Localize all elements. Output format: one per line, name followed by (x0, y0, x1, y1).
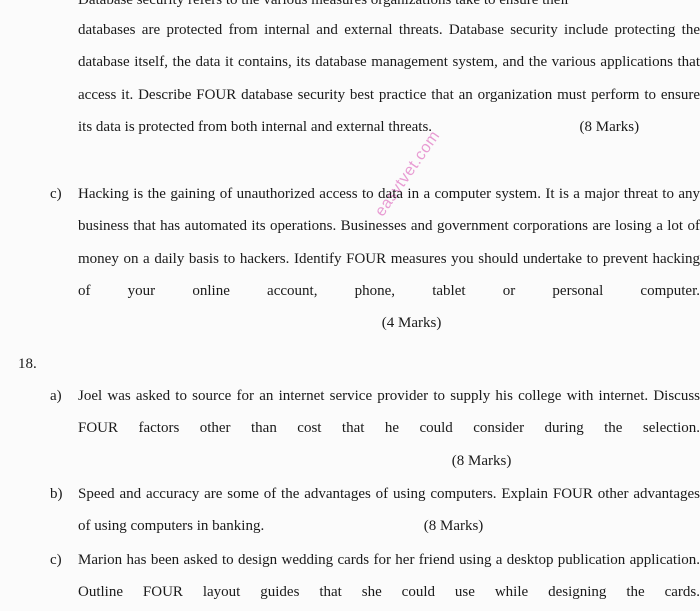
sub-label: b) (50, 478, 63, 510)
question-text-body: Speed and accuracy are some of the advan… (78, 478, 700, 543)
question-text: Hacking is the gaining of unauthorized a… (78, 186, 700, 299)
question-block: c) Hacking is the gaining of unauthorize… (0, 178, 700, 339)
sub-label: c) (50, 178, 62, 210)
marks-label: (8 Marks) (452, 445, 512, 477)
question-text-body: Marion has been asked to design wedding … (78, 544, 700, 611)
question-text: Speed and accuracy are some of the advan… (78, 486, 700, 534)
sub-label: c) (50, 544, 62, 576)
question-text-body: databases are protected from internal an… (78, 14, 700, 143)
question-block: c) Marion has been asked to design weddi… (0, 544, 700, 611)
question-block: databases are protected from internal an… (0, 14, 700, 143)
question-block: a) Joel was asked to source for an inter… (0, 380, 700, 477)
sub-label: a) (50, 380, 62, 412)
exam-page: easytvet.com Database security refers to… (0, 0, 700, 611)
question-text-body: Joel was asked to source for an internet… (78, 380, 700, 477)
question-text: Marion has been asked to design wedding … (78, 552, 700, 600)
question-number: 18. (18, 348, 37, 380)
question-text: Joel was asked to source for an internet… (78, 388, 700, 436)
question-text-body: Hacking is the gaining of unauthorized a… (78, 178, 700, 339)
question-block: b) Speed and accuracy are some of the ad… (0, 478, 700, 543)
marks-label: (4 Marks) (382, 307, 442, 339)
marks-label: (8 Marks) (580, 111, 640, 143)
cut-top-text: Database security refers to the various … (78, 0, 570, 8)
marks-label: (8 Marks) (424, 510, 484, 542)
